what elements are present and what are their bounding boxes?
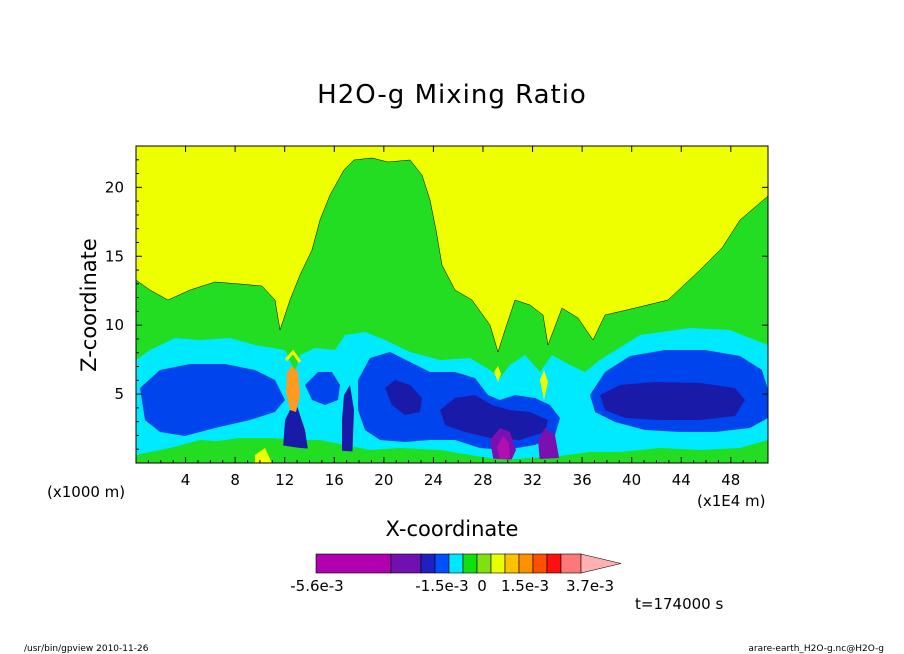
footer-left: /usr/bin/gpview 2010-11-26 <box>24 644 149 654</box>
colorbar-swatch <box>490 553 506 574</box>
colorbar-swatch <box>390 553 422 574</box>
colorbar-arrow <box>580 553 622 574</box>
x-scale-label: (x1E4 m) <box>697 492 766 510</box>
colorbar-swatch <box>434 553 450 574</box>
chart-title: H2O-g Mixing Ratio <box>317 80 587 110</box>
contour-line-yellow <box>136 157 768 353</box>
y-tick-label: 15 <box>105 247 124 265</box>
x-unit-label: (x1000 m) <box>47 483 125 501</box>
colorbar-swatch <box>504 553 520 574</box>
colorbar-label: -5.6e-3 <box>290 577 343 595</box>
time-label: t=174000 s <box>635 595 723 613</box>
colorbar-swatch <box>518 553 534 574</box>
y-tick-label: 5 <box>114 385 124 403</box>
yellow-plume-edge <box>284 349 302 363</box>
colorbar-label: -1.5e-3 <box>415 577 468 595</box>
darkblue-core-center <box>385 380 422 415</box>
orange-plume <box>286 366 300 412</box>
colorbar-label: 0 <box>477 577 487 595</box>
x-axis-label: X-coordinate <box>386 517 519 541</box>
colorbar-swatch <box>546 553 562 574</box>
colorbar <box>315 553 622 574</box>
y-tick-label: 20 <box>105 178 124 196</box>
darkblue-core-center2 <box>440 395 548 440</box>
darkblue-column-2 <box>342 385 354 463</box>
x-tick-label: 44 <box>672 471 691 489</box>
magenta-pocket-1 <box>497 436 510 460</box>
plot-frame <box>135 145 769 464</box>
bottom-yellow-speck <box>255 448 272 463</box>
colorbar-swatch <box>420 553 436 574</box>
footer-right: arare-earth_H2O-g.nc@H2O-g <box>748 644 884 654</box>
yellow-region <box>136 146 768 352</box>
colorbar-swatch <box>462 553 478 574</box>
colorbar-label: 3.7e-3 <box>566 577 614 595</box>
purple-pocket-2 <box>538 428 560 463</box>
cyan-plume-2 <box>540 370 548 400</box>
bottom-green-strip <box>136 440 768 463</box>
x-tick-label: 36 <box>573 471 592 489</box>
contour-field <box>136 146 768 463</box>
darkblue-core-east <box>600 382 745 420</box>
y-axis-label: Z-coordinate <box>77 238 101 372</box>
x-tick-label: 4 <box>181 471 191 489</box>
colorbar-swatch <box>315 553 392 574</box>
blue-region-small <box>305 372 340 405</box>
x-tick-label: 12 <box>275 471 294 489</box>
x-tick-label: 40 <box>622 471 641 489</box>
contour-lines <box>136 157 768 353</box>
x-tick-label: 28 <box>473 471 492 489</box>
x-tick-label: 8 <box>230 471 240 489</box>
x-tick-label: 24 <box>424 471 443 489</box>
x-tick-label: 20 <box>374 471 393 489</box>
colorbar-swatch <box>476 553 492 574</box>
x-tick-label: 32 <box>523 471 542 489</box>
x-tick-label: 16 <box>325 471 344 489</box>
colorbar-swatch <box>560 553 582 574</box>
x-tick-label: 48 <box>721 471 740 489</box>
y-tick-label: 10 <box>105 316 124 334</box>
colorbar-label: 1.5e-3 <box>501 577 549 595</box>
colorbar-swatch <box>448 553 464 574</box>
colorbar-swatch <box>532 553 548 574</box>
cyan-plume-1 <box>494 366 501 382</box>
blue-region-west <box>140 364 285 436</box>
colorbar-labels: -5.6e-3 -1.5e-3 0 1.5e-3 3.7e-3 <box>290 577 614 595</box>
